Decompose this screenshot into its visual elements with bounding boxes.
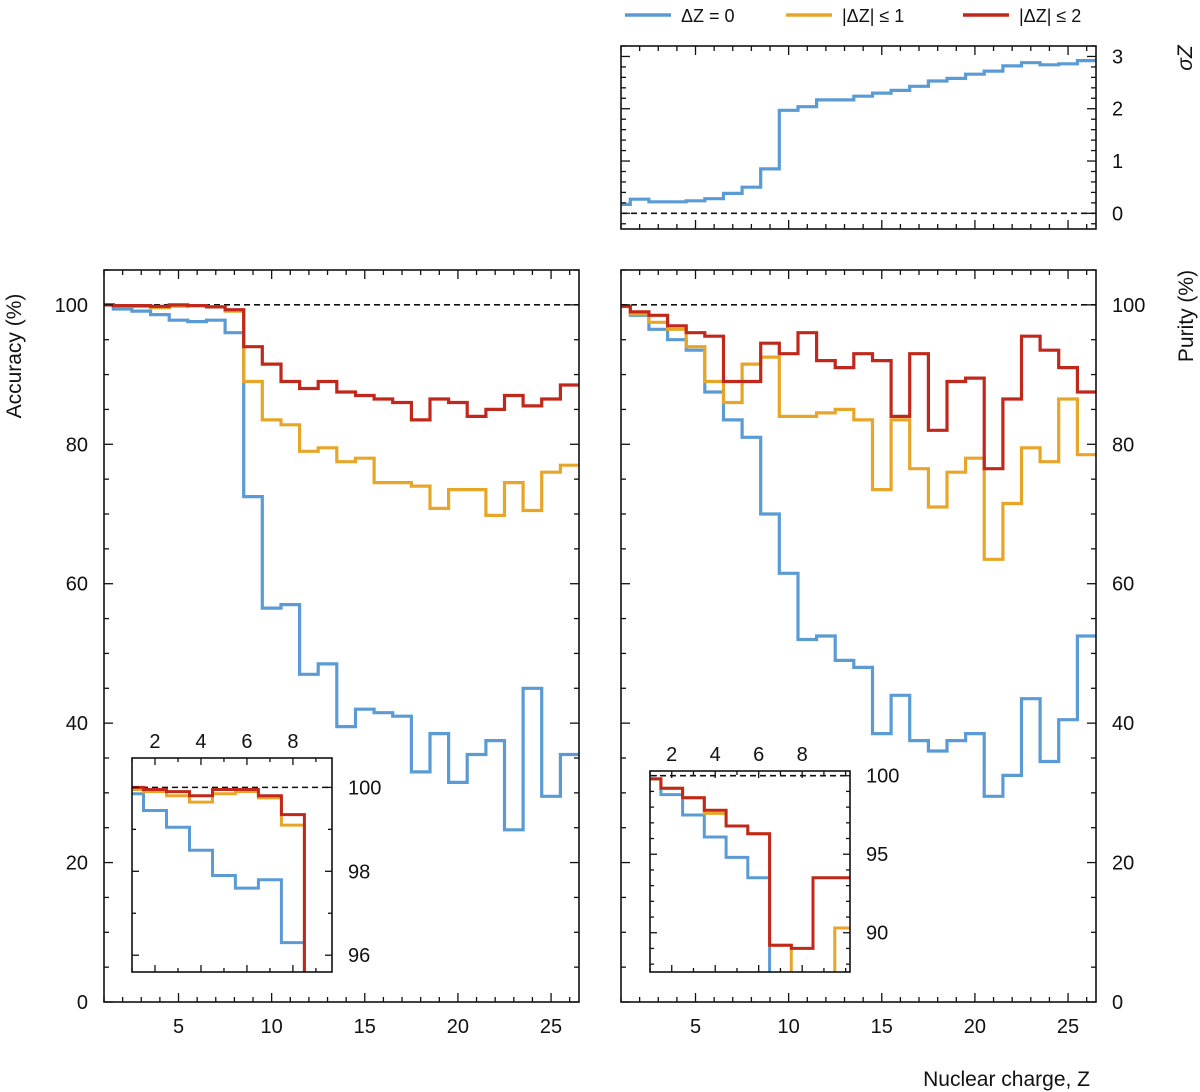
purity-inset-x-tick-label: 2 <box>666 744 677 766</box>
legend-label-dz0: ΔZ = 0 <box>681 6 735 26</box>
purity-inset-background <box>650 771 850 972</box>
accuracy-x-tick-label: 20 <box>447 1016 469 1038</box>
purity-y-tick-label: 100 <box>1112 295 1145 317</box>
accuracy-series-group <box>104 303 579 832</box>
sigma-series-group <box>621 59 1096 206</box>
accuracy-x-tick-label: 15 <box>354 1016 376 1038</box>
accuracy-y-tick-label: 0 <box>77 992 88 1014</box>
purity-inset-y-tick-label: 95 <box>866 844 888 866</box>
accuracy-y-axis-label: Accuracy (%) <box>3 294 26 419</box>
purity-inset-series-dz2 <box>650 777 850 950</box>
purity-inset-series-group <box>650 777 850 972</box>
accuracy-y-tick-label: 80 <box>66 434 88 456</box>
accuracy-panel: 5 10 15 20 25 0 20 40 60 80 100 Accuracy (%) 2 4 6 8 96 9… <box>3 269 580 1038</box>
purity-inset-frame <box>649 770 851 973</box>
sigma-y-tick-label: 0 <box>1112 203 1123 225</box>
accuracy-frame <box>103 269 580 1003</box>
legend: ΔZ = 0 |ΔZ| ≤ 1 |ΔZ| ≤ 2 <box>625 6 1081 26</box>
purity-x-tick-label: 20 <box>964 1016 986 1038</box>
accuracy-inset-x-tick-label: 6 <box>241 731 252 753</box>
accuracy-inset-x-tick-label: 4 <box>195 731 206 753</box>
accuracy-inset-y-tick-label: 98 <box>348 861 370 883</box>
purity-frame <box>620 269 1097 1003</box>
purity-inset-y-tick-label: 100 <box>866 766 899 788</box>
accuracy-y-tick-label: 60 <box>66 574 88 596</box>
purity-y-tick-label: 20 <box>1112 853 1134 875</box>
sigma-y-tick-label: 2 <box>1112 99 1123 121</box>
accuracy-y-tick-label: 100 <box>55 295 88 317</box>
sigma-y-tick-label: 3 <box>1112 46 1123 68</box>
purity-inset-x-tick-label: 8 <box>797 744 808 766</box>
legend-label-dz2: |ΔZ| ≤ 2 <box>1019 6 1081 26</box>
accuracy-inset-y-tick-label: 96 <box>348 945 370 967</box>
accuracy-x-tick-label: 10 <box>261 1016 283 1038</box>
sigma-panel: 0 1 2 3 σZ <box>620 44 1197 230</box>
sigma-y-tick-label: 1 <box>1112 151 1123 173</box>
purity-series-group <box>621 304 1096 798</box>
legend-label-dz1: |ΔZ| ≤ 1 <box>842 6 904 26</box>
accuracy-y-tick-label: 40 <box>66 713 88 735</box>
accuracy-inset-x-tick-label: 2 <box>149 731 160 753</box>
accuracy-inset-frame <box>131 757 333 973</box>
purity-series-dz1 <box>621 304 1096 561</box>
purity-series-dz2 <box>621 304 1096 471</box>
accuracy-series-dz0 <box>104 303 579 832</box>
accuracy-inset-series-dz2 <box>132 785 306 972</box>
purity-y-axis-label: Purity (%) <box>1175 270 1198 362</box>
accuracy-inset-series-group <box>132 785 306 972</box>
purity-inset-series-dz0 <box>650 777 772 972</box>
purity-y-tick-label: 0 <box>1112 992 1123 1014</box>
purity-inset-x-tick-label: 6 <box>753 744 764 766</box>
accuracy-x-tick-label: 25 <box>540 1016 562 1038</box>
purity-y-tick-label: 80 <box>1112 434 1134 456</box>
purity-series-dz0 <box>621 304 1096 798</box>
purity-x-tick-label: 25 <box>1057 1016 1079 1038</box>
accuracy-x-tick-label: 5 <box>173 1016 184 1038</box>
accuracy-series-dz2 <box>104 303 579 422</box>
sigma-series-dz0 <box>621 59 1096 206</box>
x-axis-label: Nuclear charge, Z <box>923 1068 1090 1091</box>
purity-inset-y-tick-label: 90 <box>866 923 888 945</box>
sigma-y-axis-label: σZ <box>1174 44 1197 71</box>
purity-x-tick-label: 10 <box>778 1016 800 1038</box>
purity-inset-x-tick-label: 4 <box>710 744 721 766</box>
purity-x-tick-label: 5 <box>690 1016 701 1038</box>
accuracy-inset-y-tick-label: 100 <box>348 777 381 799</box>
purity-panel: 5 10 15 20 25 0 20 40 60 80 100 Purity (%) 2 4 6 8 90 95 1… <box>620 269 1198 1038</box>
accuracy-y-tick-label: 20 <box>66 853 88 875</box>
purity-y-tick-label: 40 <box>1112 713 1134 735</box>
purity-x-tick-label: 15 <box>871 1016 893 1038</box>
purity-y-tick-label: 60 <box>1112 574 1134 596</box>
sigma-frame <box>620 45 1097 230</box>
accuracy-series-dz1 <box>104 303 579 517</box>
accuracy-inset-x-tick-label: 8 <box>287 731 298 753</box>
